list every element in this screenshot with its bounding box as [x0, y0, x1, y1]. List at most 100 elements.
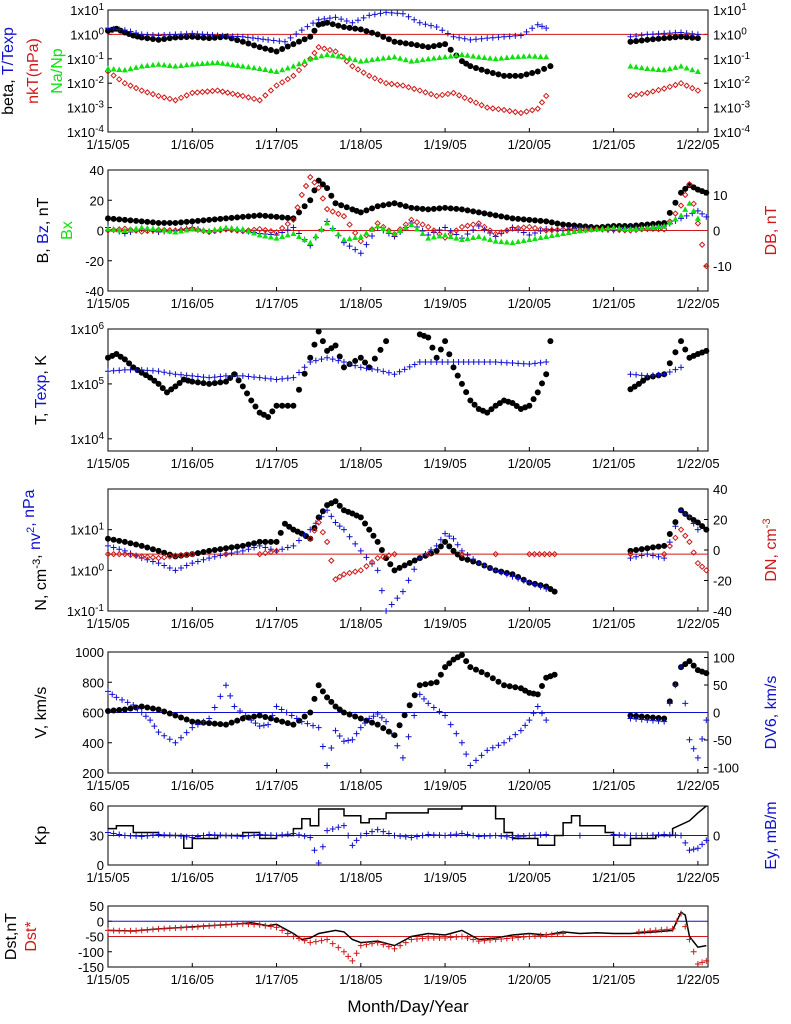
- data-point: [248, 717, 255, 724]
- data-point: [649, 65, 656, 72]
- data-point: [644, 65, 651, 72]
- data-point: [388, 601, 395, 608]
- data-point: [666, 30, 673, 37]
- data-point: [189, 560, 196, 567]
- data-point: [541, 550, 548, 558]
- data-point: [138, 34, 145, 41]
- data-point: [357, 364, 364, 371]
- data-point: [172, 63, 179, 69]
- data-point: [464, 556, 471, 563]
- data-point: [528, 106, 536, 114]
- data-point: [262, 226, 269, 234]
- data-point: [678, 212, 685, 218]
- data-point: [234, 225, 241, 231]
- x-tick-label: 1/22/05: [676, 778, 719, 793]
- data-point: [649, 372, 656, 379]
- data-point: [273, 235, 280, 241]
- series-line: [108, 805, 707, 850]
- data-point: [616, 831, 623, 838]
- data-point: [374, 554, 381, 562]
- y-tick-label: 1x10-4: [67, 124, 105, 140]
- data-point: [273, 376, 280, 383]
- data-point: [155, 380, 162, 387]
- data-point: [411, 692, 418, 699]
- data-point: [492, 832, 499, 839]
- data-point: [349, 62, 356, 70]
- data-point: [284, 75, 291, 83]
- data-point: [245, 714, 252, 721]
- data-point: [633, 63, 640, 70]
- data-point: [362, 359, 369, 366]
- data-point: [672, 349, 679, 356]
- data-point: [633, 371, 640, 378]
- data-point: [194, 379, 201, 386]
- data-point: [410, 85, 418, 93]
- data-point: [279, 214, 286, 221]
- y-tick-label: 30: [90, 829, 104, 844]
- y-axis-label-right: DB, nT: [763, 205, 780, 255]
- data-point: [267, 715, 274, 722]
- data-point: [484, 104, 491, 111]
- data-point: [436, 233, 443, 239]
- data-point: [682, 839, 689, 846]
- data-point: [397, 201, 404, 208]
- x-tick-label: 1/21/05: [592, 296, 635, 311]
- data-point: [380, 725, 387, 732]
- data-point: [222, 224, 229, 230]
- data-point: [251, 713, 258, 720]
- y-axis-label: Dst,nT: [3, 913, 20, 960]
- data-point: [469, 221, 477, 228]
- data-point: [296, 233, 303, 240]
- data-point: [239, 213, 246, 220]
- data-point: [672, 29, 679, 36]
- x-tick-label: 1/18/05: [339, 616, 382, 631]
- y-axis-label-2: Bx: [59, 221, 76, 240]
- data-point: [512, 32, 519, 39]
- data-point: [678, 832, 685, 839]
- data-point: [627, 63, 634, 69]
- data-point: [413, 225, 420, 232]
- data-point: [357, 547, 364, 554]
- data-point: [429, 344, 436, 351]
- data-point: [391, 53, 398, 60]
- data-point: [168, 386, 175, 393]
- data-point: [576, 227, 583, 233]
- data-point: [332, 576, 339, 583]
- y-tick-right-label: -10: [713, 259, 732, 274]
- data-point: [189, 378, 196, 385]
- data-point: [644, 224, 651, 230]
- data-point: [461, 94, 468, 102]
- data-point: [690, 200, 697, 208]
- data-point: [383, 718, 390, 725]
- data-point: [446, 543, 453, 550]
- data-point: [644, 89, 651, 97]
- data-point: [307, 359, 314, 366]
- data-point: [498, 230, 505, 237]
- data-point: [211, 380, 218, 387]
- data-point: [189, 89, 196, 97]
- data-point: [214, 87, 221, 94]
- data-point: [661, 35, 668, 42]
- data-point: [509, 573, 516, 580]
- x-axis-title: Month/Day/Year: [347, 997, 469, 1016]
- data-point: [127, 927, 134, 934]
- data-point: [481, 937, 488, 944]
- data-point: [239, 547, 246, 554]
- data-point: [425, 206, 432, 213]
- data-point: [155, 92, 162, 100]
- data-point: [262, 714, 269, 721]
- data-point: [503, 833, 510, 840]
- data-point: [161, 562, 168, 569]
- data-point: [537, 234, 544, 241]
- data-point: [678, 189, 685, 196]
- y-tick-right-label: 20: [713, 513, 727, 528]
- data-point: [301, 937, 308, 944]
- data-point: [284, 544, 291, 551]
- data-point: [340, 709, 347, 716]
- data-point: [301, 833, 308, 840]
- data-point: [538, 380, 545, 387]
- data-point: [357, 209, 364, 216]
- data-point: [515, 934, 522, 941]
- y-tick-label: 1x101: [70, 2, 104, 18]
- data-point: [194, 721, 201, 728]
